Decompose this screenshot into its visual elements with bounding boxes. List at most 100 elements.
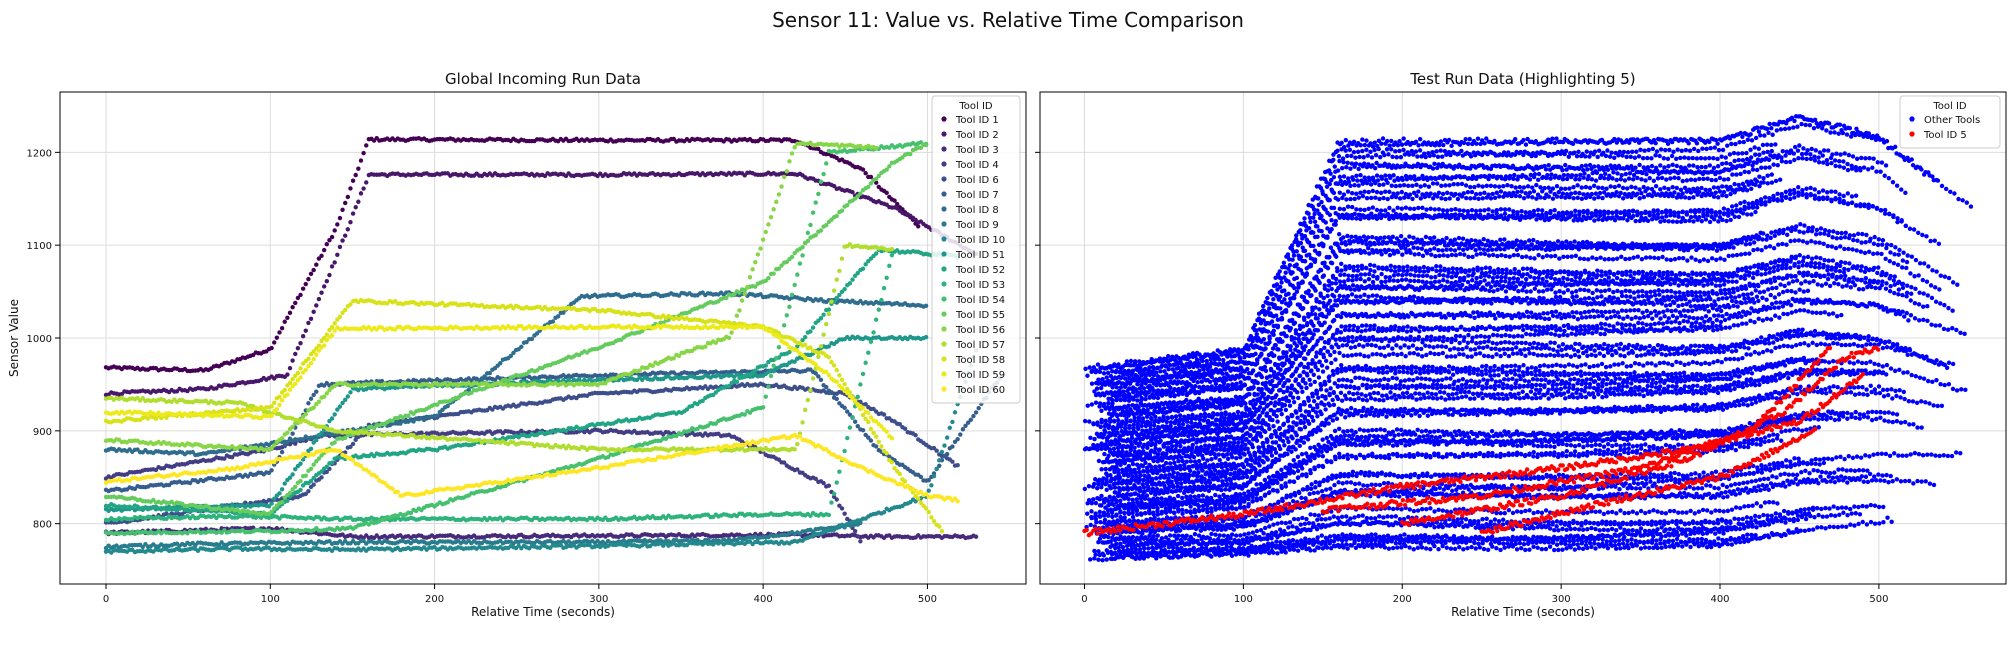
- data-point: [298, 340, 303, 346]
- data-point: [747, 274, 753, 280]
- data-point: [364, 180, 369, 185]
- data-point: [293, 441, 298, 446]
- data-point: [863, 401, 868, 407]
- data-point: [842, 287, 847, 292]
- data-point: [918, 474, 924, 480]
- data-point: [942, 443, 947, 448]
- data-point: [860, 428, 866, 433]
- data-point: [884, 190, 889, 196]
- data-point: [332, 440, 337, 445]
- data-point: [293, 466, 298, 472]
- data-point: [343, 200, 348, 206]
- data-point: [847, 281, 853, 286]
- data-point: [445, 403, 450, 409]
- data-point: [350, 178, 356, 183]
- data-point: [955, 436, 960, 442]
- data-point: [335, 252, 340, 257]
- data-point: [348, 390, 353, 395]
- data-point: [364, 143, 369, 148]
- data-point: [279, 449, 285, 455]
- data-point: [781, 460, 787, 465]
- series-tool-id-9: [103, 520, 863, 551]
- data-point: [918, 145, 924, 151]
- data-point: [734, 379, 740, 385]
- data-point: [834, 295, 839, 301]
- data-point: [345, 194, 351, 200]
- data-point: [671, 356, 676, 361]
- data-point: [319, 290, 324, 295]
- data-point: [847, 425, 853, 430]
- data-point: [776, 192, 782, 197]
- data-point: [316, 296, 322, 302]
- data-point: [863, 360, 868, 365]
- data-point: [837, 401, 842, 406]
- data-point: [343, 233, 348, 238]
- data-point: [140, 544, 145, 550]
- data-point: [314, 303, 319, 308]
- data-point: [285, 315, 290, 321]
- data-point: [787, 349, 792, 355]
- data-point: [803, 334, 808, 340]
- left-data-points: [103, 135, 1002, 555]
- data-point: [763, 363, 768, 368]
- data-point: [863, 262, 868, 267]
- data-point: [834, 497, 839, 502]
- data-point: [214, 386, 219, 391]
- data-point: [818, 316, 824, 321]
- data-point: [866, 350, 871, 355]
- data-point: [456, 396, 461, 401]
- data-point: [808, 329, 813, 334]
- data-point: [852, 419, 858, 424]
- data-point: [290, 358, 295, 363]
- data-point: [968, 417, 973, 423]
- data-point: [829, 500, 834, 505]
- data-point: [855, 424, 860, 429]
- data-point: [813, 232, 818, 238]
- data-point: [277, 330, 282, 335]
- data-point: [272, 443, 277, 448]
- data-point: [329, 264, 335, 269]
- data-point: [818, 179, 824, 184]
- data-point: [810, 325, 816, 330]
- data-point: [834, 396, 839, 402]
- data-point: [324, 242, 329, 247]
- data-point: [797, 261, 803, 266]
- data-point: [187, 480, 193, 486]
- data-point: [818, 377, 824, 383]
- data-point: [285, 372, 290, 377]
- data-point: [726, 335, 732, 341]
- data-point: [742, 412, 747, 417]
- data-point: [316, 256, 322, 261]
- data-point: [293, 484, 298, 490]
- data-point: [892, 198, 897, 203]
- data-point: [760, 237, 766, 242]
- data-point: [279, 326, 285, 331]
- data-point: [868, 438, 874, 443]
- data-point: [873, 176, 879, 182]
- data-point: [732, 292, 737, 297]
- data-point: [303, 473, 308, 478]
- data-point: [737, 290, 742, 295]
- data-point: [314, 459, 319, 464]
- data-point: [511, 350, 516, 356]
- data-point: [902, 426, 908, 431]
- data-point: [842, 405, 847, 411]
- data-point: [960, 427, 966, 432]
- data-point: [958, 432, 963, 437]
- data-point: [285, 498, 290, 504]
- data-point: [763, 394, 768, 399]
- data-point: [873, 145, 879, 151]
- data-point: [337, 404, 343, 409]
- data-point: [279, 487, 285, 492]
- data-point: [871, 330, 876, 335]
- data-point: [763, 229, 768, 235]
- data-point: [845, 435, 850, 441]
- data-point: [805, 230, 811, 236]
- series-tool-id-1: [103, 135, 921, 374]
- data-point: [884, 275, 889, 281]
- data-point: [842, 448, 847, 454]
- data-point: [753, 259, 758, 265]
- data-point: [787, 304, 792, 310]
- data-point: [800, 245, 805, 250]
- data-point: [314, 438, 319, 443]
